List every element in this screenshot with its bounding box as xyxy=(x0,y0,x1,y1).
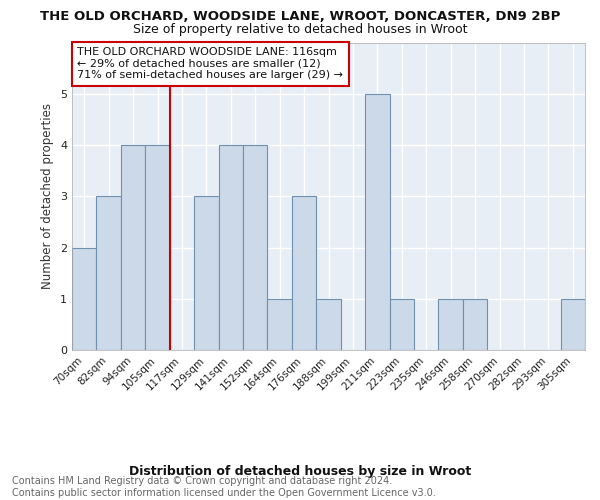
Bar xyxy=(194,196,218,350)
Bar xyxy=(365,94,389,350)
Bar xyxy=(268,298,292,350)
Bar xyxy=(439,298,463,350)
Bar xyxy=(145,145,170,350)
Text: THE OLD ORCHARD, WOODSIDE LANE, WROOT, DONCASTER, DN9 2BP: THE OLD ORCHARD, WOODSIDE LANE, WROOT, D… xyxy=(40,10,560,23)
Bar xyxy=(463,298,487,350)
Bar xyxy=(560,298,585,350)
Text: Distribution of detached houses by size in Wroot: Distribution of detached houses by size … xyxy=(129,464,471,477)
Bar xyxy=(243,145,268,350)
Bar xyxy=(292,196,316,350)
Bar xyxy=(218,145,243,350)
Y-axis label: Number of detached properties: Number of detached properties xyxy=(41,104,55,289)
Text: THE OLD ORCHARD WOODSIDE LANE: 116sqm
← 29% of detached houses are smaller (12)
: THE OLD ORCHARD WOODSIDE LANE: 116sqm ← … xyxy=(77,47,343,80)
Bar xyxy=(121,145,145,350)
Text: Contains HM Land Registry data © Crown copyright and database right 2024.
Contai: Contains HM Land Registry data © Crown c… xyxy=(12,476,436,498)
Bar xyxy=(389,298,414,350)
Bar xyxy=(97,196,121,350)
Text: Size of property relative to detached houses in Wroot: Size of property relative to detached ho… xyxy=(133,22,467,36)
Bar xyxy=(72,248,97,350)
Bar xyxy=(316,298,341,350)
